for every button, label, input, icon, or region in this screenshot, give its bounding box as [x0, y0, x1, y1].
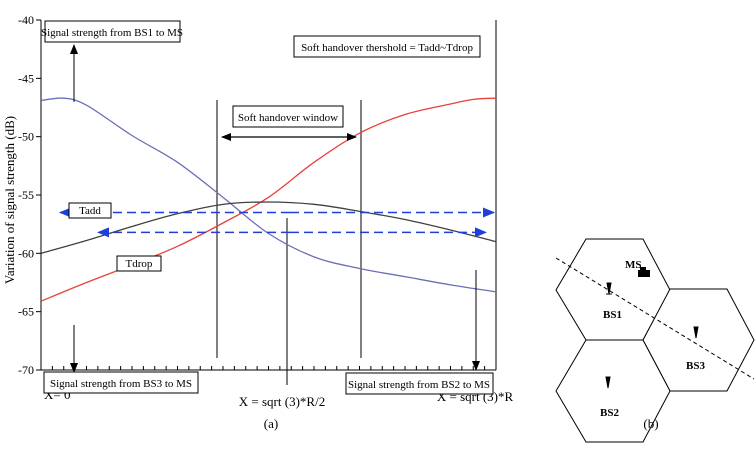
annotation-tdrop-text: Tdrop [126, 258, 153, 270]
y-axis-label: Variation of signal strength (dB) [2, 116, 17, 284]
cell-bs2 [555, 339, 671, 443]
series-line-bs1 [40, 97, 497, 293]
x-label-middle: X = sqrt (3)*R/2 [239, 394, 325, 409]
annotation-window-box [232, 105, 344, 128]
annotation-tdrop-box [116, 255, 162, 272]
ms-trajectory-line [555, 257, 755, 380]
annotation-bs3-text: Signal strength from BS3 to MS [50, 378, 192, 390]
bs2-antenna-icon [605, 376, 611, 389]
series-group [40, 97, 497, 302]
annotation-bs3: Signal strength from BS3 to MS [43, 371, 199, 394]
y-ticks: -40 -45 -50 -55 -60 -65 -70 [18, 13, 41, 377]
y-tick-label: -65 [18, 305, 34, 319]
annotation-tadd: Tadd [68, 202, 112, 219]
y-tick-label: -50 [18, 130, 34, 144]
annotation-bs1-box [44, 20, 181, 43]
annotation-tdrop: Tdrop [116, 255, 162, 272]
threshold-group [59, 207, 495, 238]
diagram-label-bs1: BS1 [603, 309, 622, 321]
ms-car-icon [638, 267, 650, 277]
annotation-bs2: Signal strength from BS2 to MS [345, 372, 494, 395]
annotation-bs2-text: Signal strength from BS2 to MS [348, 379, 490, 391]
diagram-label-bs2: BS2 [600, 407, 619, 419]
annotation-threshold: Soft handover thershold = Tadd~Tdrop [293, 35, 481, 58]
x-minor-ticks [51, 366, 486, 370]
annotation-threshold-box [293, 35, 481, 58]
plot-area: -40 -45 -50 -55 -60 -65 -70 [18, 13, 497, 377]
y-tick-label: -60 [18, 246, 34, 260]
cell-diagram: MS BS1 BS3 BS2 (b) [555, 238, 755, 443]
annotation-window: Soft handover window [232, 105, 344, 128]
annotation-bs3-box [43, 371, 199, 394]
series-line-bs2 [40, 97, 497, 302]
y-tick-label: -55 [18, 188, 34, 202]
bs1-antenna-icon [606, 282, 612, 295]
y-tick-label: -40 [18, 13, 34, 27]
diagram-label-ms: MS [625, 259, 642, 271]
annotation-bs1-text: Signal strength from BS1 to MS [41, 27, 183, 39]
annotation-tadd-text: Tadd [79, 205, 101, 217]
y-tick-label: -70 [18, 363, 34, 377]
y-tick-label: -45 [18, 71, 34, 85]
caption-b: (b) [643, 416, 658, 431]
bs3-antenna-icon [693, 326, 699, 339]
annotation-threshold-text: Soft handover thershold = Tadd~Tdrop [301, 42, 473, 54]
annotation-bs1: Signal strength from BS1 to MS [41, 20, 183, 43]
annotation-bs2-box [345, 372, 494, 395]
annotation-window-text: Soft handover window [238, 112, 338, 124]
caption-a: (a) [264, 416, 278, 431]
diagram-label-bs3: BS3 [686, 360, 705, 372]
annotation-tadd-box [68, 202, 112, 219]
series-line-bs3 [40, 201, 497, 254]
